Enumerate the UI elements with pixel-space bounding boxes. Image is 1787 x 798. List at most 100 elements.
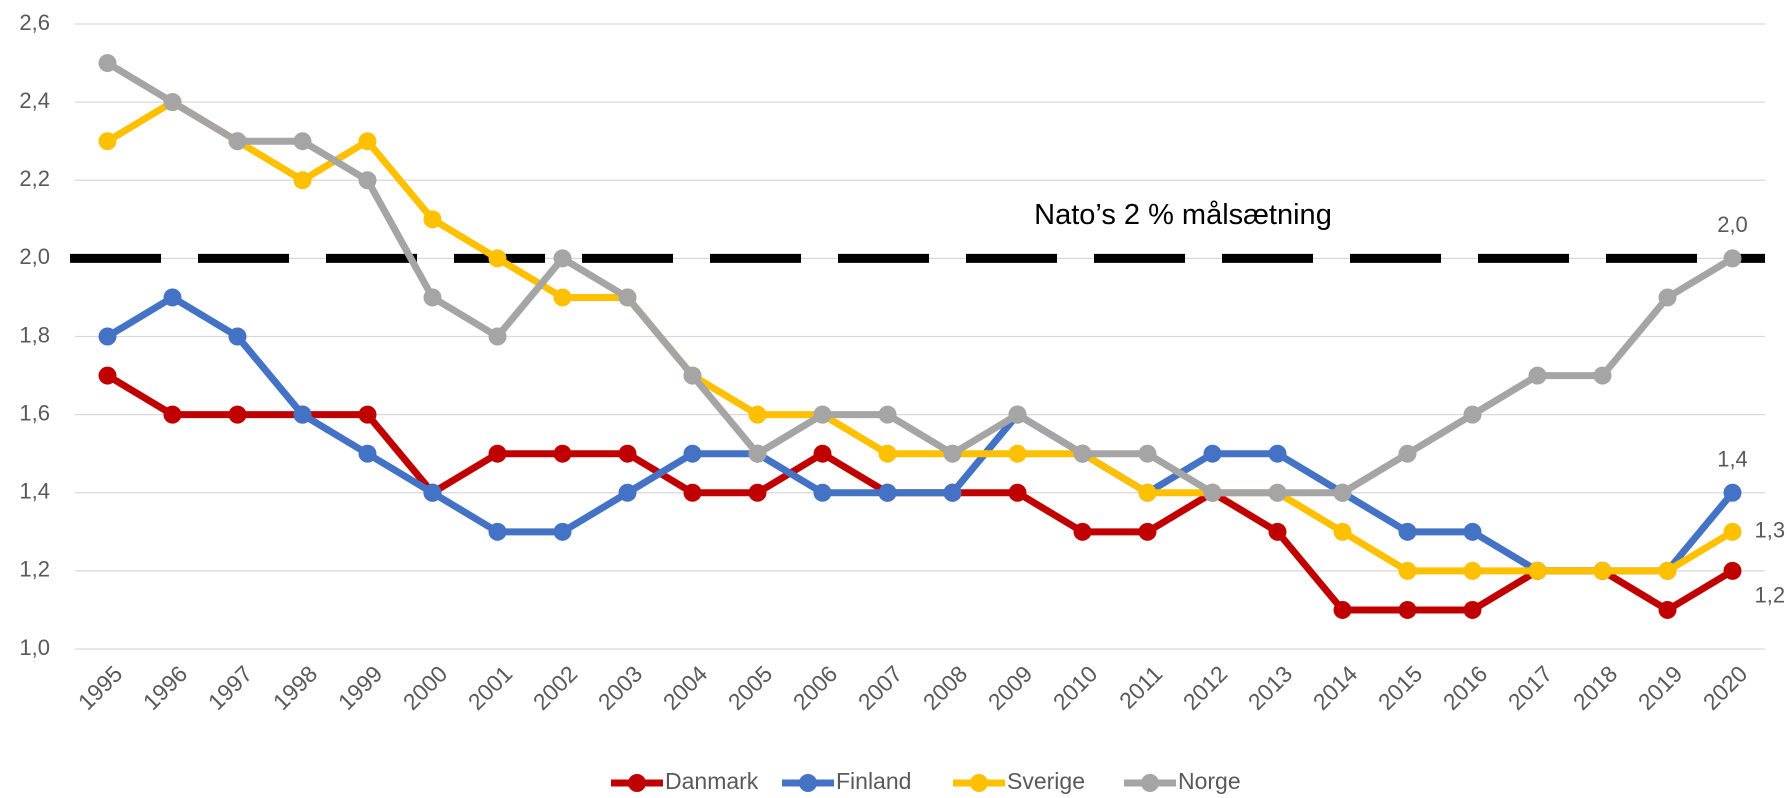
- data-point: [228, 405, 247, 424]
- data-point: [423, 288, 442, 307]
- data-point: [1268, 444, 1287, 463]
- data-point: [98, 54, 117, 73]
- data-point: [228, 132, 247, 151]
- data-point: [1268, 522, 1287, 541]
- data-point: [423, 210, 442, 229]
- x-tick-label: 2012: [1178, 660, 1233, 715]
- data-point: [748, 405, 767, 424]
- data-point: [1463, 600, 1482, 619]
- data-point: [488, 444, 507, 463]
- y-tick-label: 2,6: [19, 10, 50, 35]
- data-point: [813, 405, 832, 424]
- data-point: [618, 483, 637, 502]
- legend-item: Sverige: [953, 768, 1085, 794]
- x-tick-label: 2017: [1503, 660, 1558, 715]
- legend-label: Danmark: [665, 768, 759, 794]
- x-tick-label: 1996: [138, 660, 193, 715]
- legend-label: Norge: [1178, 768, 1241, 794]
- x-tick-label: 2011: [1114, 660, 1167, 713]
- data-point: [813, 444, 832, 463]
- data-point: [1138, 483, 1157, 502]
- data-point: [878, 483, 897, 502]
- legend-label: Finland: [836, 768, 911, 794]
- data-point: [488, 327, 507, 346]
- y-tick-label: 1,6: [19, 400, 50, 425]
- y-tick-label: 1,8: [19, 322, 50, 347]
- x-tick-label: 2002: [528, 660, 583, 715]
- y-tick-label: 1,2: [19, 557, 50, 582]
- data-point: [1398, 600, 1417, 619]
- data-point: [1073, 522, 1092, 541]
- data-point: [488, 522, 507, 541]
- data-point: [423, 483, 442, 502]
- data-point: [1463, 405, 1482, 424]
- data-point: [683, 483, 702, 502]
- data-point: [358, 405, 377, 424]
- legend-item: Finland: [782, 768, 911, 794]
- data-point: [1723, 483, 1742, 502]
- data-point: [553, 288, 572, 307]
- data-point: [878, 444, 897, 463]
- data-point: [1463, 522, 1482, 541]
- x-tick-label: 2008: [918, 660, 973, 715]
- legend-marker: [799, 774, 817, 792]
- data-point: [1723, 522, 1742, 541]
- data-point: [1203, 444, 1222, 463]
- x-tick-label: 2004: [658, 660, 713, 715]
- data-point: [1723, 249, 1742, 268]
- data-point: [748, 444, 767, 463]
- x-tick-label: 2014: [1308, 660, 1363, 715]
- data-point: [98, 366, 117, 385]
- data-point: [683, 366, 702, 385]
- series-line: [105, 60, 1735, 497]
- data-point: [358, 444, 377, 463]
- data-point: [293, 132, 312, 151]
- data-point: [748, 483, 767, 502]
- data-point: [943, 483, 962, 502]
- data-point: [1658, 600, 1677, 619]
- data-label: 1,4: [1717, 447, 1748, 472]
- x-tick-label: 2000: [398, 660, 453, 715]
- data-point: [1268, 483, 1287, 502]
- data-point: [553, 249, 572, 268]
- x-tick-label: 2010: [1048, 660, 1103, 715]
- data-point: [553, 522, 572, 541]
- data-point: [943, 444, 962, 463]
- x-tick-label: 2009: [983, 660, 1038, 715]
- x-tick-label: 2020: [1698, 660, 1753, 715]
- data-point: [1528, 366, 1547, 385]
- y-tick-label: 2,4: [19, 88, 50, 113]
- data-point: [1658, 288, 1677, 307]
- data-point: [1333, 600, 1352, 619]
- data-point: [683, 444, 702, 463]
- legend-marker: [1141, 774, 1159, 792]
- data-label: 1,3: [1755, 518, 1786, 543]
- data-point: [1658, 561, 1677, 580]
- data-point: [293, 171, 312, 190]
- data-point: [163, 93, 182, 112]
- data-point: [878, 405, 897, 424]
- y-tick-label: 1,0: [19, 635, 50, 660]
- data-point: [1593, 366, 1612, 385]
- x-tick-label: 2018: [1568, 660, 1623, 715]
- x-tick-label: 2016: [1438, 660, 1493, 715]
- data-point: [618, 444, 637, 463]
- data-point: [1398, 522, 1417, 541]
- x-tick-label: 1997: [203, 660, 258, 715]
- data-label: 1,2: [1755, 583, 1786, 608]
- x-tick-label: 2019: [1633, 660, 1688, 715]
- data-point: [1008, 444, 1027, 463]
- data-point: [553, 444, 572, 463]
- legend-item: Danmark: [611, 768, 759, 794]
- x-tick-label: 1999: [333, 660, 388, 715]
- x-tick-label: 2005: [723, 660, 778, 715]
- legend-item: Norge: [1124, 768, 1241, 794]
- data-point: [1593, 561, 1612, 580]
- data-point: [1008, 405, 1027, 424]
- legend-marker: [970, 774, 988, 792]
- x-tick-label: 2007: [853, 660, 908, 715]
- legend-label: Sverige: [1007, 768, 1085, 794]
- x-tick-label: 2013: [1243, 660, 1298, 715]
- data-point: [1333, 522, 1352, 541]
- x-tick-label: 1998: [268, 660, 323, 715]
